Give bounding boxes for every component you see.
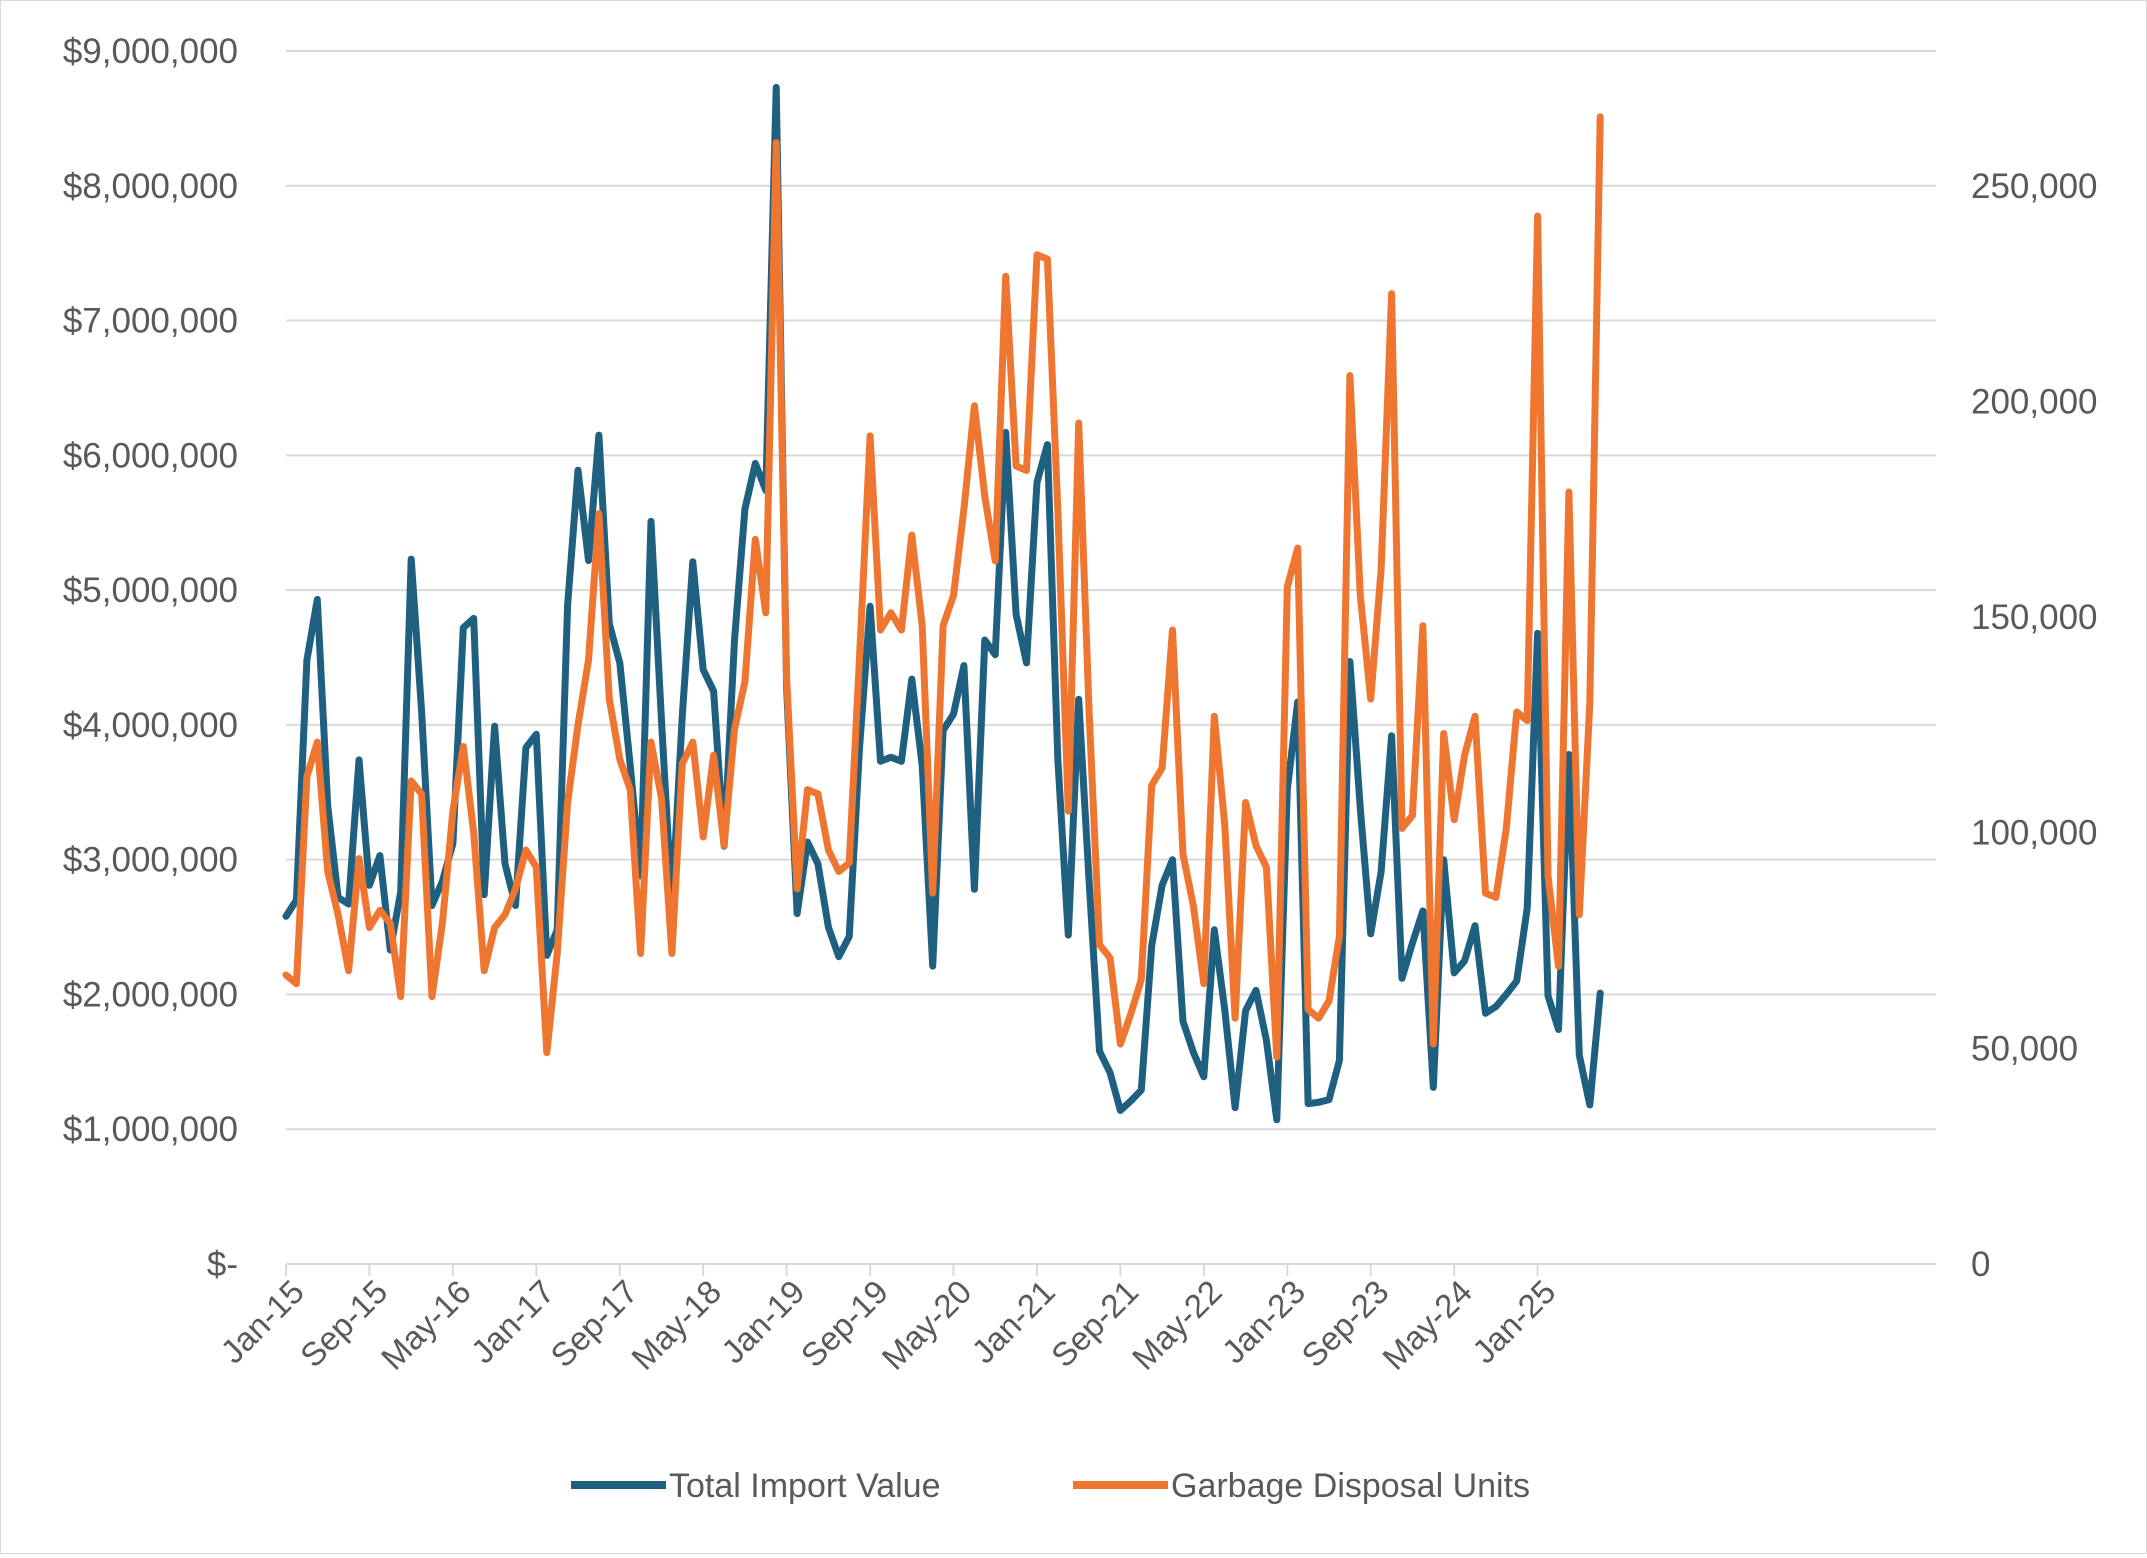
series-lines xyxy=(282,83,1604,1124)
y-left-tick-label: $8,000,000 xyxy=(63,167,238,206)
y-left-tick-label: $7,000,000 xyxy=(63,302,238,341)
left-axis-ticks: $- $1,000,000 $2,000,000 $3,000,000 $4,000,0… xyxy=(63,32,238,1284)
y-right-tick-label: 0 xyxy=(1971,1245,1990,1284)
x-tick-label: Sep-15 xyxy=(293,1273,394,1374)
y-right-tick-label: 200,000 xyxy=(1971,382,2098,421)
y-left-tick-label: $6,000,000 xyxy=(63,436,238,475)
y-right-tick-label: 150,000 xyxy=(1971,598,2098,637)
y-left-tick-label: $5,000,000 xyxy=(63,571,238,610)
x-tick-label: May-20 xyxy=(874,1273,978,1377)
y-left-tick-label: $4,000,000 xyxy=(63,706,238,745)
right-axis-ticks: 0 50,000 100,000 150,000 200,000 250,000 xyxy=(1971,167,2098,1284)
x-tick-label: Sep-21 xyxy=(1044,1273,1145,1374)
y-left-tick-label: $3,000,000 xyxy=(63,841,238,880)
x-tick-label: Jan-23 xyxy=(1215,1273,1313,1371)
x-tick-label: Jan-15 xyxy=(213,1273,311,1371)
series-line-total-import-value xyxy=(282,83,1604,1124)
y-left-tick-label: $9,000,000 xyxy=(63,32,238,71)
x-tick-label: Sep-23 xyxy=(1294,1273,1395,1374)
y-right-tick-label: 50,000 xyxy=(1971,1029,2078,1068)
x-tick-label: Jan-17 xyxy=(464,1273,562,1371)
series-line-garbage-disposal-units xyxy=(282,113,1604,1061)
y-left-tick-label: $1,000,000 xyxy=(63,1110,238,1149)
y-left-tick-label: $2,000,000 xyxy=(63,975,238,1014)
x-tick-label: May-16 xyxy=(374,1273,478,1377)
y-right-tick-label: 250,000 xyxy=(1971,167,2098,206)
legend: Total Import Value Garbage Disposal Unit… xyxy=(571,1467,1530,1505)
legend-label-garbage-disposal-units: Garbage Disposal Units xyxy=(1171,1467,1530,1505)
x-tick-label: Jan-25 xyxy=(1465,1273,1563,1371)
legend-label-total-import-value: Total Import Value xyxy=(669,1467,941,1505)
x-axis-ticks: Jan-15Sep-15May-16Jan-17Sep-17May-18Jan-… xyxy=(213,1264,1563,1377)
x-tick-label: May-24 xyxy=(1375,1273,1479,1377)
x-tick-label: Jan-21 xyxy=(964,1273,1062,1371)
x-tick-label: May-18 xyxy=(624,1273,728,1377)
x-tick-label: May-22 xyxy=(1125,1273,1229,1377)
x-tick-label: Sep-17 xyxy=(543,1273,644,1374)
y-right-tick-label: 100,000 xyxy=(1971,814,2098,853)
y-left-tick-label: $- xyxy=(207,1245,238,1284)
x-tick-label: Jan-19 xyxy=(714,1273,812,1371)
x-tick-label: Sep-19 xyxy=(794,1273,895,1374)
